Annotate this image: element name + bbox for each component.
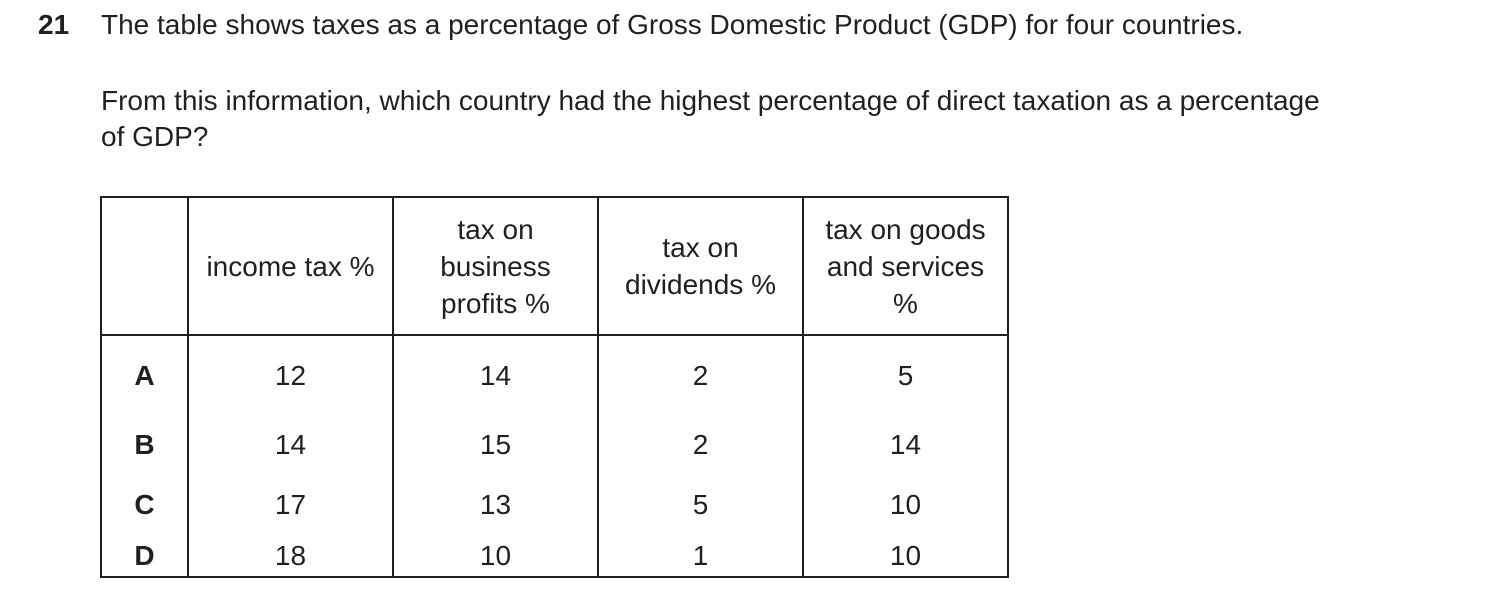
cell-income-tax: 18: [187, 534, 394, 578]
row-label: A: [100, 335, 189, 414]
cell-dividends: 2: [597, 335, 804, 414]
cell-goods-services: 14: [802, 414, 1009, 474]
question-prompt-line-1: From this information, which country had…: [101, 85, 1320, 116]
question-prompt-line-2: of GDP?: [101, 121, 209, 152]
table-row: D 18 10 1 10: [100, 534, 1009, 578]
header-goods-services-line: tax on goods: [825, 213, 986, 245]
cell-business-profits: 15: [392, 414, 599, 474]
row-label: D: [100, 534, 189, 578]
cell-business-profits: 13: [392, 474, 599, 534]
header-dividends-line: dividends %: [625, 269, 776, 300]
cell-goods-services: 10: [802, 474, 1009, 534]
cell-dividends: 1: [597, 534, 804, 578]
header-business-profits: tax on business profits %: [392, 196, 599, 336]
question-intro: The table shows taxes as a percentage of…: [101, 9, 1244, 40]
header-income-tax: income tax %: [187, 196, 394, 336]
table-header-row: income tax % tax on business profits % t…: [100, 196, 1009, 336]
row-label: B: [100, 414, 189, 474]
cell-income-tax: 12: [187, 335, 394, 414]
header-dividends: tax on dividends %: [597, 196, 804, 336]
cell-dividends: 5: [597, 474, 804, 534]
cell-income-tax: 14: [187, 414, 394, 474]
tax-table: income tax % tax on business profits % t…: [100, 196, 1009, 578]
header-business-profits-line: tax on: [457, 213, 534, 245]
table-row: C 17 13 5 10: [100, 474, 1009, 534]
cell-business-profits: 10: [392, 534, 599, 578]
cell-dividends: 2: [597, 414, 804, 474]
header-business-profits-line: profits %: [441, 287, 550, 319]
header-goods-services-line: and services: [826, 250, 985, 282]
header-goods-services: tax on goods and services %: [802, 196, 1009, 336]
cell-goods-services: 10: [802, 534, 1009, 578]
table-row: A 12 14 2 5: [100, 335, 1009, 414]
cell-goods-services: 5: [802, 335, 1009, 414]
question-number: 21: [38, 9, 70, 40]
header-goods-services-line: %: [893, 287, 918, 319]
row-label: C: [100, 474, 189, 534]
cell-income-tax: 17: [187, 474, 394, 534]
header-blank: [100, 196, 189, 336]
header-business-profits-line: business: [440, 250, 551, 282]
table-row: B 14 15 2 14: [100, 414, 1009, 474]
cell-business-profits: 14: [392, 335, 599, 414]
header-dividends-line: tax on: [662, 232, 739, 263]
